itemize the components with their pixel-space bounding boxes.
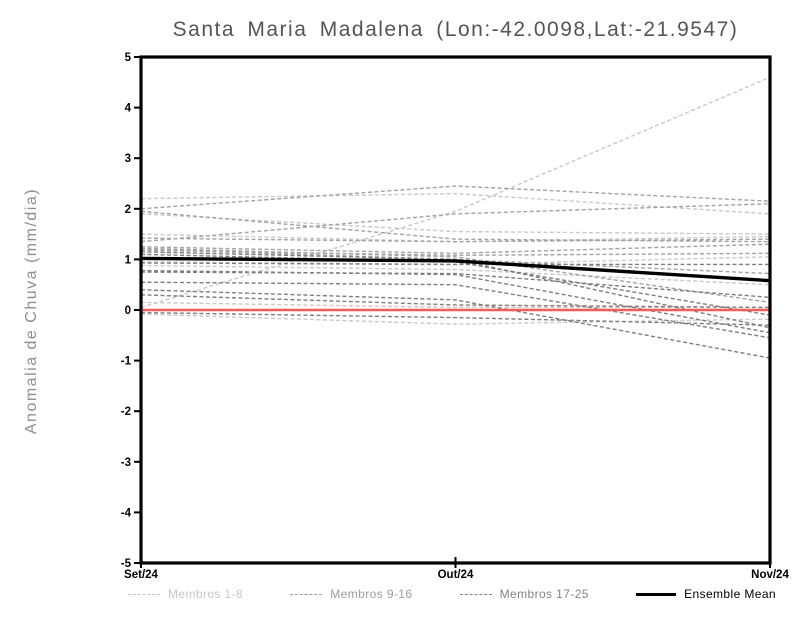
ensemble-member-line xyxy=(140,262,770,266)
y-tick-label: 3 xyxy=(125,153,131,165)
ensemble-member-line xyxy=(140,185,771,210)
y-tick-label: 5 xyxy=(125,52,132,64)
y-tick-label: -3 xyxy=(121,457,131,469)
y-tick-label: 0 xyxy=(125,305,131,317)
legend-label: Membros 17-25 xyxy=(499,587,589,601)
chart-title: Santa Maria Madalena (Lon:-42.0098,Lat:-… xyxy=(172,18,739,41)
x-tick-label: Nov/24 xyxy=(751,569,789,581)
ensemble-member-line xyxy=(140,213,771,235)
legend-label: Membros 9-16 xyxy=(330,587,413,601)
legend-label: Membros 1-8 xyxy=(168,587,244,601)
ensemble-member-line xyxy=(140,289,771,359)
y-tick-label: 2 xyxy=(125,204,131,216)
dashed-line-sample-dark xyxy=(459,593,492,595)
legend-item-membros-17-25: Membros 17-25 xyxy=(459,587,589,601)
ensemble-member-line xyxy=(140,271,771,299)
y-tick-label: -4 xyxy=(121,507,132,519)
ensemble-member-line xyxy=(140,237,771,243)
ensemble-member-line xyxy=(140,243,771,255)
legend-item-membros-9-16: Membros 9-16 xyxy=(290,587,412,601)
ensemble-member-line xyxy=(140,281,771,339)
x-tick-label: Set/24 xyxy=(124,569,158,581)
ensemble-member-line xyxy=(140,301,770,309)
ensemble-member-line xyxy=(140,210,771,243)
legend-item-ensemble-mean: Ensemble Mean xyxy=(636,587,776,601)
ensemble-member-line xyxy=(140,203,771,243)
x-tick-label: Out/24 xyxy=(438,569,474,581)
ensemble-member-line xyxy=(140,264,771,286)
ensemble-member-line xyxy=(140,192,771,215)
legend-item-membros-1-8: Membros 1-8 xyxy=(128,587,243,601)
y-tick-label: -1 xyxy=(121,356,132,368)
y-tick-label: -5 xyxy=(121,558,132,570)
ensemble-member-line xyxy=(140,249,771,257)
y-tick-label: 4 xyxy=(125,103,132,115)
ensemble-member-line xyxy=(140,311,771,326)
ensemble-member-line xyxy=(140,294,771,309)
dashed-line-sample-medium xyxy=(290,593,323,595)
ensemble-member-line xyxy=(140,313,771,325)
ensemble-mean-line xyxy=(140,256,771,283)
dashed-line-sample-light xyxy=(128,593,160,595)
ensemble-member-line xyxy=(140,247,771,304)
y-tick-label: -2 xyxy=(121,406,131,418)
y-tick-label: 1 xyxy=(125,254,132,266)
legend-label: Ensemble Mean xyxy=(684,587,776,601)
legend: Membros 1-8 Membros 9-16 Membros 17-25 E… xyxy=(128,585,776,603)
ensemble-member-line xyxy=(140,76,771,309)
solid-line-sample-mean xyxy=(636,592,677,596)
